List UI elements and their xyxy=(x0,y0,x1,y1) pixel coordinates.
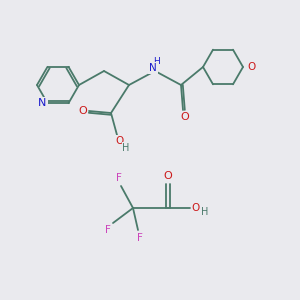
Text: N: N xyxy=(38,98,47,108)
Text: O: O xyxy=(181,112,189,122)
Text: N: N xyxy=(149,63,157,73)
Text: O: O xyxy=(247,62,255,72)
Text: F: F xyxy=(116,173,122,183)
Text: H: H xyxy=(122,143,130,153)
Text: O: O xyxy=(192,203,200,213)
Text: O: O xyxy=(164,171,172,181)
Text: F: F xyxy=(137,233,143,243)
Text: O: O xyxy=(79,106,87,116)
Text: O: O xyxy=(115,136,123,146)
Text: H: H xyxy=(153,56,159,65)
Text: F: F xyxy=(105,225,111,235)
Text: H: H xyxy=(201,207,209,217)
